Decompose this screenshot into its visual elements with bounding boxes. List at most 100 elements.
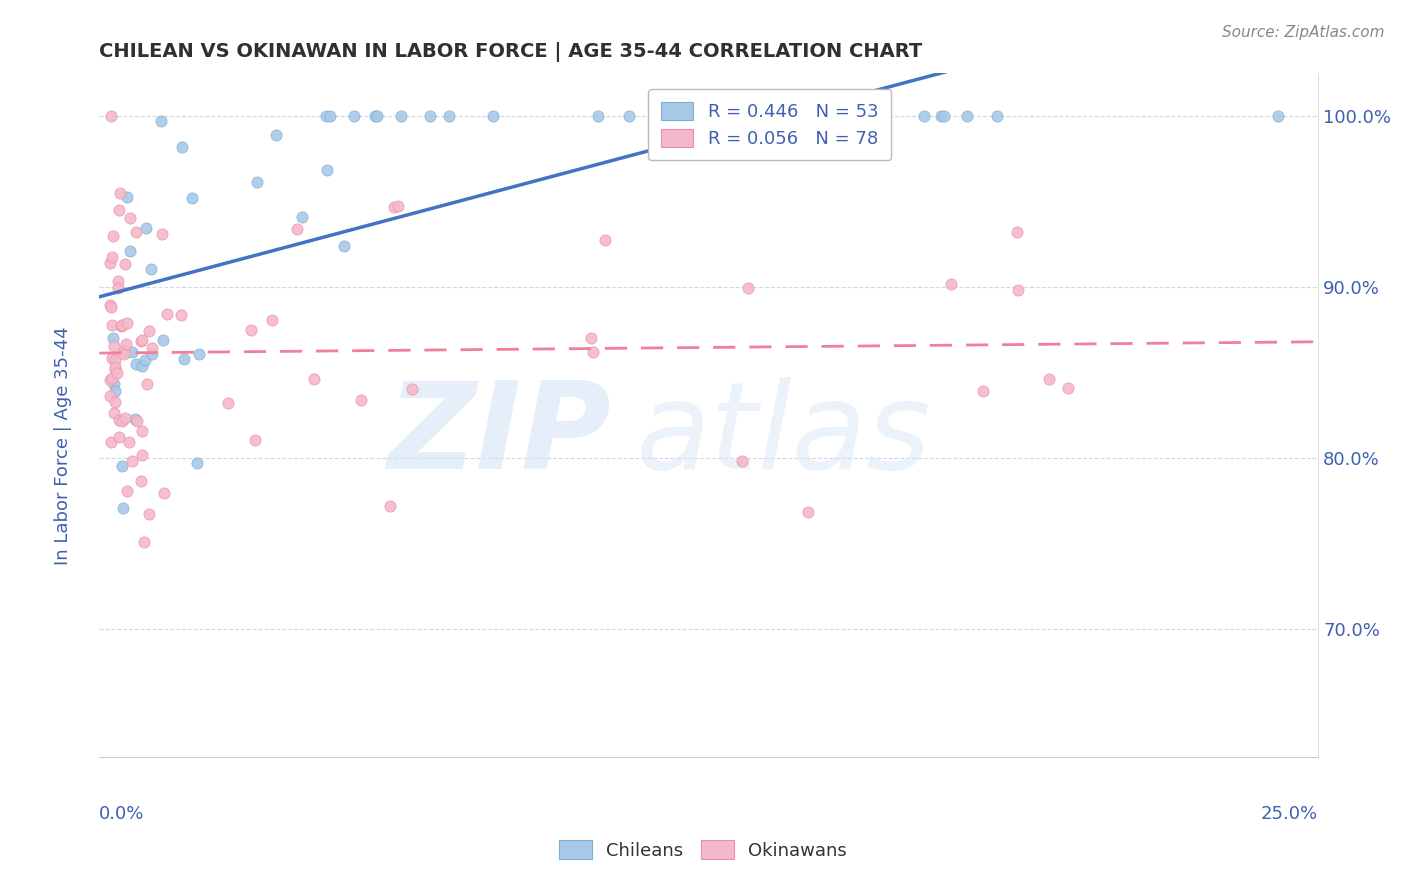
Point: [582, 345, 605, 359]
Point: [108, 429, 131, 443]
Point: [121, 454, 143, 468]
Point: [98, 389, 121, 403]
Point: [789, 109, 811, 123]
Point: [134, 353, 156, 368]
Point: [382, 200, 405, 214]
Point: [217, 396, 239, 410]
Point: [932, 109, 955, 123]
Point: [114, 257, 136, 271]
Point: [112, 343, 135, 358]
Point: [617, 109, 640, 123]
Point: [111, 318, 134, 332]
Point: [302, 372, 325, 386]
Point: [131, 359, 153, 373]
Point: [138, 507, 160, 521]
Point: [98, 298, 121, 312]
Point: [169, 308, 191, 322]
Point: [333, 238, 356, 252]
Point: [264, 128, 287, 142]
Legend: Chileans, Okinawans: Chileans, Okinawans: [544, 826, 862, 874]
Point: [98, 256, 121, 270]
Point: [103, 339, 125, 353]
Point: [1267, 109, 1289, 123]
Point: [112, 346, 135, 360]
Point: [695, 109, 717, 123]
Point: [586, 109, 609, 123]
Point: [366, 109, 388, 123]
Point: [389, 109, 412, 123]
Point: [104, 359, 127, 374]
Point: [105, 366, 128, 380]
Text: ZIP: ZIP: [388, 377, 612, 494]
Point: [104, 353, 127, 368]
Point: [150, 227, 173, 241]
Point: [100, 435, 122, 450]
Point: [114, 410, 136, 425]
Point: [315, 109, 337, 123]
Legend: R = 0.446   N = 53, R = 0.056   N = 78: R = 0.446 N = 53, R = 0.056 N = 78: [648, 89, 891, 161]
Point: [104, 384, 127, 398]
Point: [118, 434, 141, 449]
Point: [103, 406, 125, 420]
Point: [111, 458, 134, 473]
Point: [240, 323, 263, 337]
Text: In Labor Force | Age 35-44: In Labor Force | Age 35-44: [55, 326, 72, 566]
Text: atlas: atlas: [636, 377, 931, 494]
Point: [100, 351, 122, 365]
Point: [124, 411, 146, 425]
Point: [132, 534, 155, 549]
Point: [141, 341, 163, 355]
Point: [285, 222, 308, 236]
Point: [401, 382, 423, 396]
Text: CHILEAN VS OKINAWAN IN LABOR FORCE | AGE 35-44 CORRELATION CHART: CHILEAN VS OKINAWAN IN LABOR FORCE | AGE…: [100, 42, 922, 62]
Point: [316, 163, 339, 178]
Point: [972, 384, 994, 398]
Point: [121, 345, 143, 359]
Point: [364, 109, 387, 123]
Point: [131, 333, 153, 347]
Point: [103, 229, 125, 244]
Point: [419, 109, 441, 123]
Text: 25.0%: 25.0%: [1261, 805, 1319, 823]
Point: [350, 392, 373, 407]
Text: 0.0%: 0.0%: [100, 805, 145, 823]
Point: [110, 186, 132, 201]
Point: [141, 347, 163, 361]
Point: [115, 484, 138, 499]
Point: [115, 190, 138, 204]
Point: [912, 109, 935, 123]
Point: [107, 202, 129, 217]
Point: [380, 499, 402, 513]
Point: [156, 307, 179, 321]
Point: [482, 109, 505, 123]
Point: [290, 210, 312, 224]
Point: [100, 300, 122, 314]
Point: [125, 415, 148, 429]
Point: [734, 109, 756, 123]
Point: [692, 109, 714, 123]
Point: [1007, 283, 1029, 297]
Point: [709, 109, 731, 123]
Point: [100, 109, 122, 123]
Point: [342, 109, 364, 123]
Point: [797, 505, 820, 519]
Point: [131, 448, 153, 462]
Point: [103, 331, 125, 345]
Point: [135, 220, 157, 235]
Point: [152, 333, 174, 347]
Point: [101, 318, 124, 333]
Point: [129, 474, 152, 488]
Point: [181, 191, 204, 205]
Point: [138, 324, 160, 338]
Point: [246, 175, 269, 189]
Point: [115, 316, 138, 330]
Point: [120, 211, 142, 225]
Point: [652, 109, 675, 123]
Point: [941, 277, 963, 291]
Point: [110, 318, 132, 333]
Point: [101, 250, 124, 264]
Point: [1038, 372, 1060, 386]
Point: [579, 331, 602, 345]
Point: [108, 413, 131, 427]
Point: [131, 424, 153, 438]
